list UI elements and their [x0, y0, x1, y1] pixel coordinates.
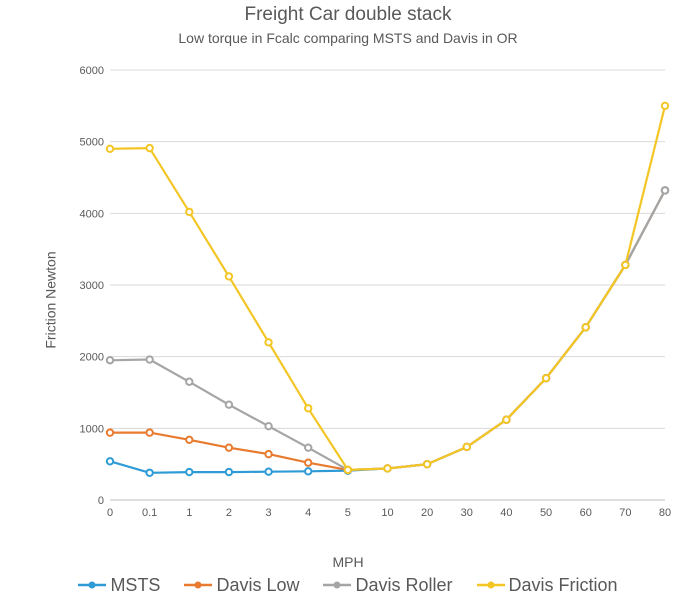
legend-item: Davis Low [184, 575, 299, 596]
series-line-3 [110, 106, 665, 470]
y-tick-label: 2000 [80, 352, 104, 364]
series-marker-1 [265, 451, 271, 457]
y-tick-label: 0 [98, 495, 104, 507]
series-marker-3 [226, 273, 232, 279]
series-marker-2 [186, 379, 192, 385]
chart-title: Freight Car double stack [0, 4, 696, 26]
y-tick-label: 3000 [80, 280, 104, 292]
y-axis-label: Friction Newton [43, 251, 59, 348]
series-marker-1 [146, 429, 152, 435]
series-marker-3 [146, 145, 152, 151]
series-marker-3 [107, 146, 113, 152]
series-marker-0 [186, 469, 192, 475]
x-tick-label: 60 [580, 507, 592, 519]
series-marker-1 [226, 444, 232, 450]
series-marker-3 [384, 465, 390, 471]
series-marker-3 [265, 339, 271, 345]
legend-label: Davis Roller [355, 575, 452, 596]
series-marker-0 [107, 458, 113, 464]
series-marker-2 [305, 444, 311, 450]
legend-label: Davis Low [216, 575, 299, 596]
x-tick-label: 40 [500, 507, 512, 519]
series-marker-3 [662, 103, 668, 109]
series-marker-0 [305, 468, 311, 474]
legend-swatch [323, 577, 351, 593]
x-tick-label: 0.1 [142, 507, 157, 519]
series-marker-0 [146, 470, 152, 476]
series-marker-1 [305, 460, 311, 466]
series-marker-3 [186, 209, 192, 215]
legend-swatch [78, 577, 106, 593]
legend-swatch [184, 577, 212, 593]
series-marker-2 [265, 423, 271, 429]
y-tick-label: 4000 [80, 208, 104, 220]
plot-svg: 0 1000 2000 3000 4000 5000 6000 0 0.1 1 2 3 4 5 10 20 30… [70, 65, 675, 525]
x-tick-label: 1 [186, 507, 192, 519]
x-tick-label: 4 [305, 507, 311, 519]
series-marker-3 [345, 467, 351, 473]
x-tick-label: 50 [540, 507, 552, 519]
y-tick-label: 5000 [80, 137, 104, 149]
series-marker-2 [662, 187, 668, 193]
series-marker-3 [464, 444, 470, 450]
series-marker-2 [146, 356, 152, 362]
series-marker-1 [186, 437, 192, 443]
legend: MSTS Davis Low Davis Roller Davis Friction [0, 575, 696, 599]
x-axis-label: MPH [0, 554, 696, 570]
legend-item: MSTS [78, 575, 160, 596]
series-marker-0 [226, 469, 232, 475]
x-tick-label: 30 [461, 507, 473, 519]
x-tick-label: 20 [421, 507, 433, 519]
series-marker-2 [107, 357, 113, 363]
y-tick-label: 1000 [80, 423, 104, 435]
chart-container: Freight Car double stack Low torque in F… [0, 0, 696, 600]
plot-area: 0 1000 2000 3000 4000 5000 6000 0 0.1 1 2 3 4 5 10 20 30… [70, 65, 675, 525]
x-tick-label: 10 [381, 507, 393, 519]
series-marker-3 [622, 262, 628, 268]
x-tick-label: 80 [659, 507, 671, 519]
series-marker-3 [305, 405, 311, 411]
series-marker-3 [503, 417, 509, 423]
y-tick-label: 6000 [80, 65, 104, 77]
x-tick-label: 70 [619, 507, 631, 519]
series-marker-2 [226, 401, 232, 407]
x-tick-label: 0 [107, 507, 113, 519]
legend-swatch [477, 577, 505, 593]
legend-item: Davis Roller [323, 575, 452, 596]
legend-label: MSTS [110, 575, 160, 596]
chart-subtitle: Low torque in Fcalc comparing MSTS and D… [0, 30, 696, 46]
x-tick-label: 3 [266, 507, 272, 519]
x-tick-label: 2 [226, 507, 232, 519]
series-marker-3 [424, 461, 430, 467]
series-marker-0 [265, 468, 271, 474]
series-marker-1 [107, 429, 113, 435]
x-tick-label: 5 [345, 507, 351, 519]
series-marker-3 [543, 375, 549, 381]
legend-item: Davis Friction [477, 575, 618, 596]
legend-label: Davis Friction [509, 575, 618, 596]
series-marker-3 [583, 324, 589, 330]
